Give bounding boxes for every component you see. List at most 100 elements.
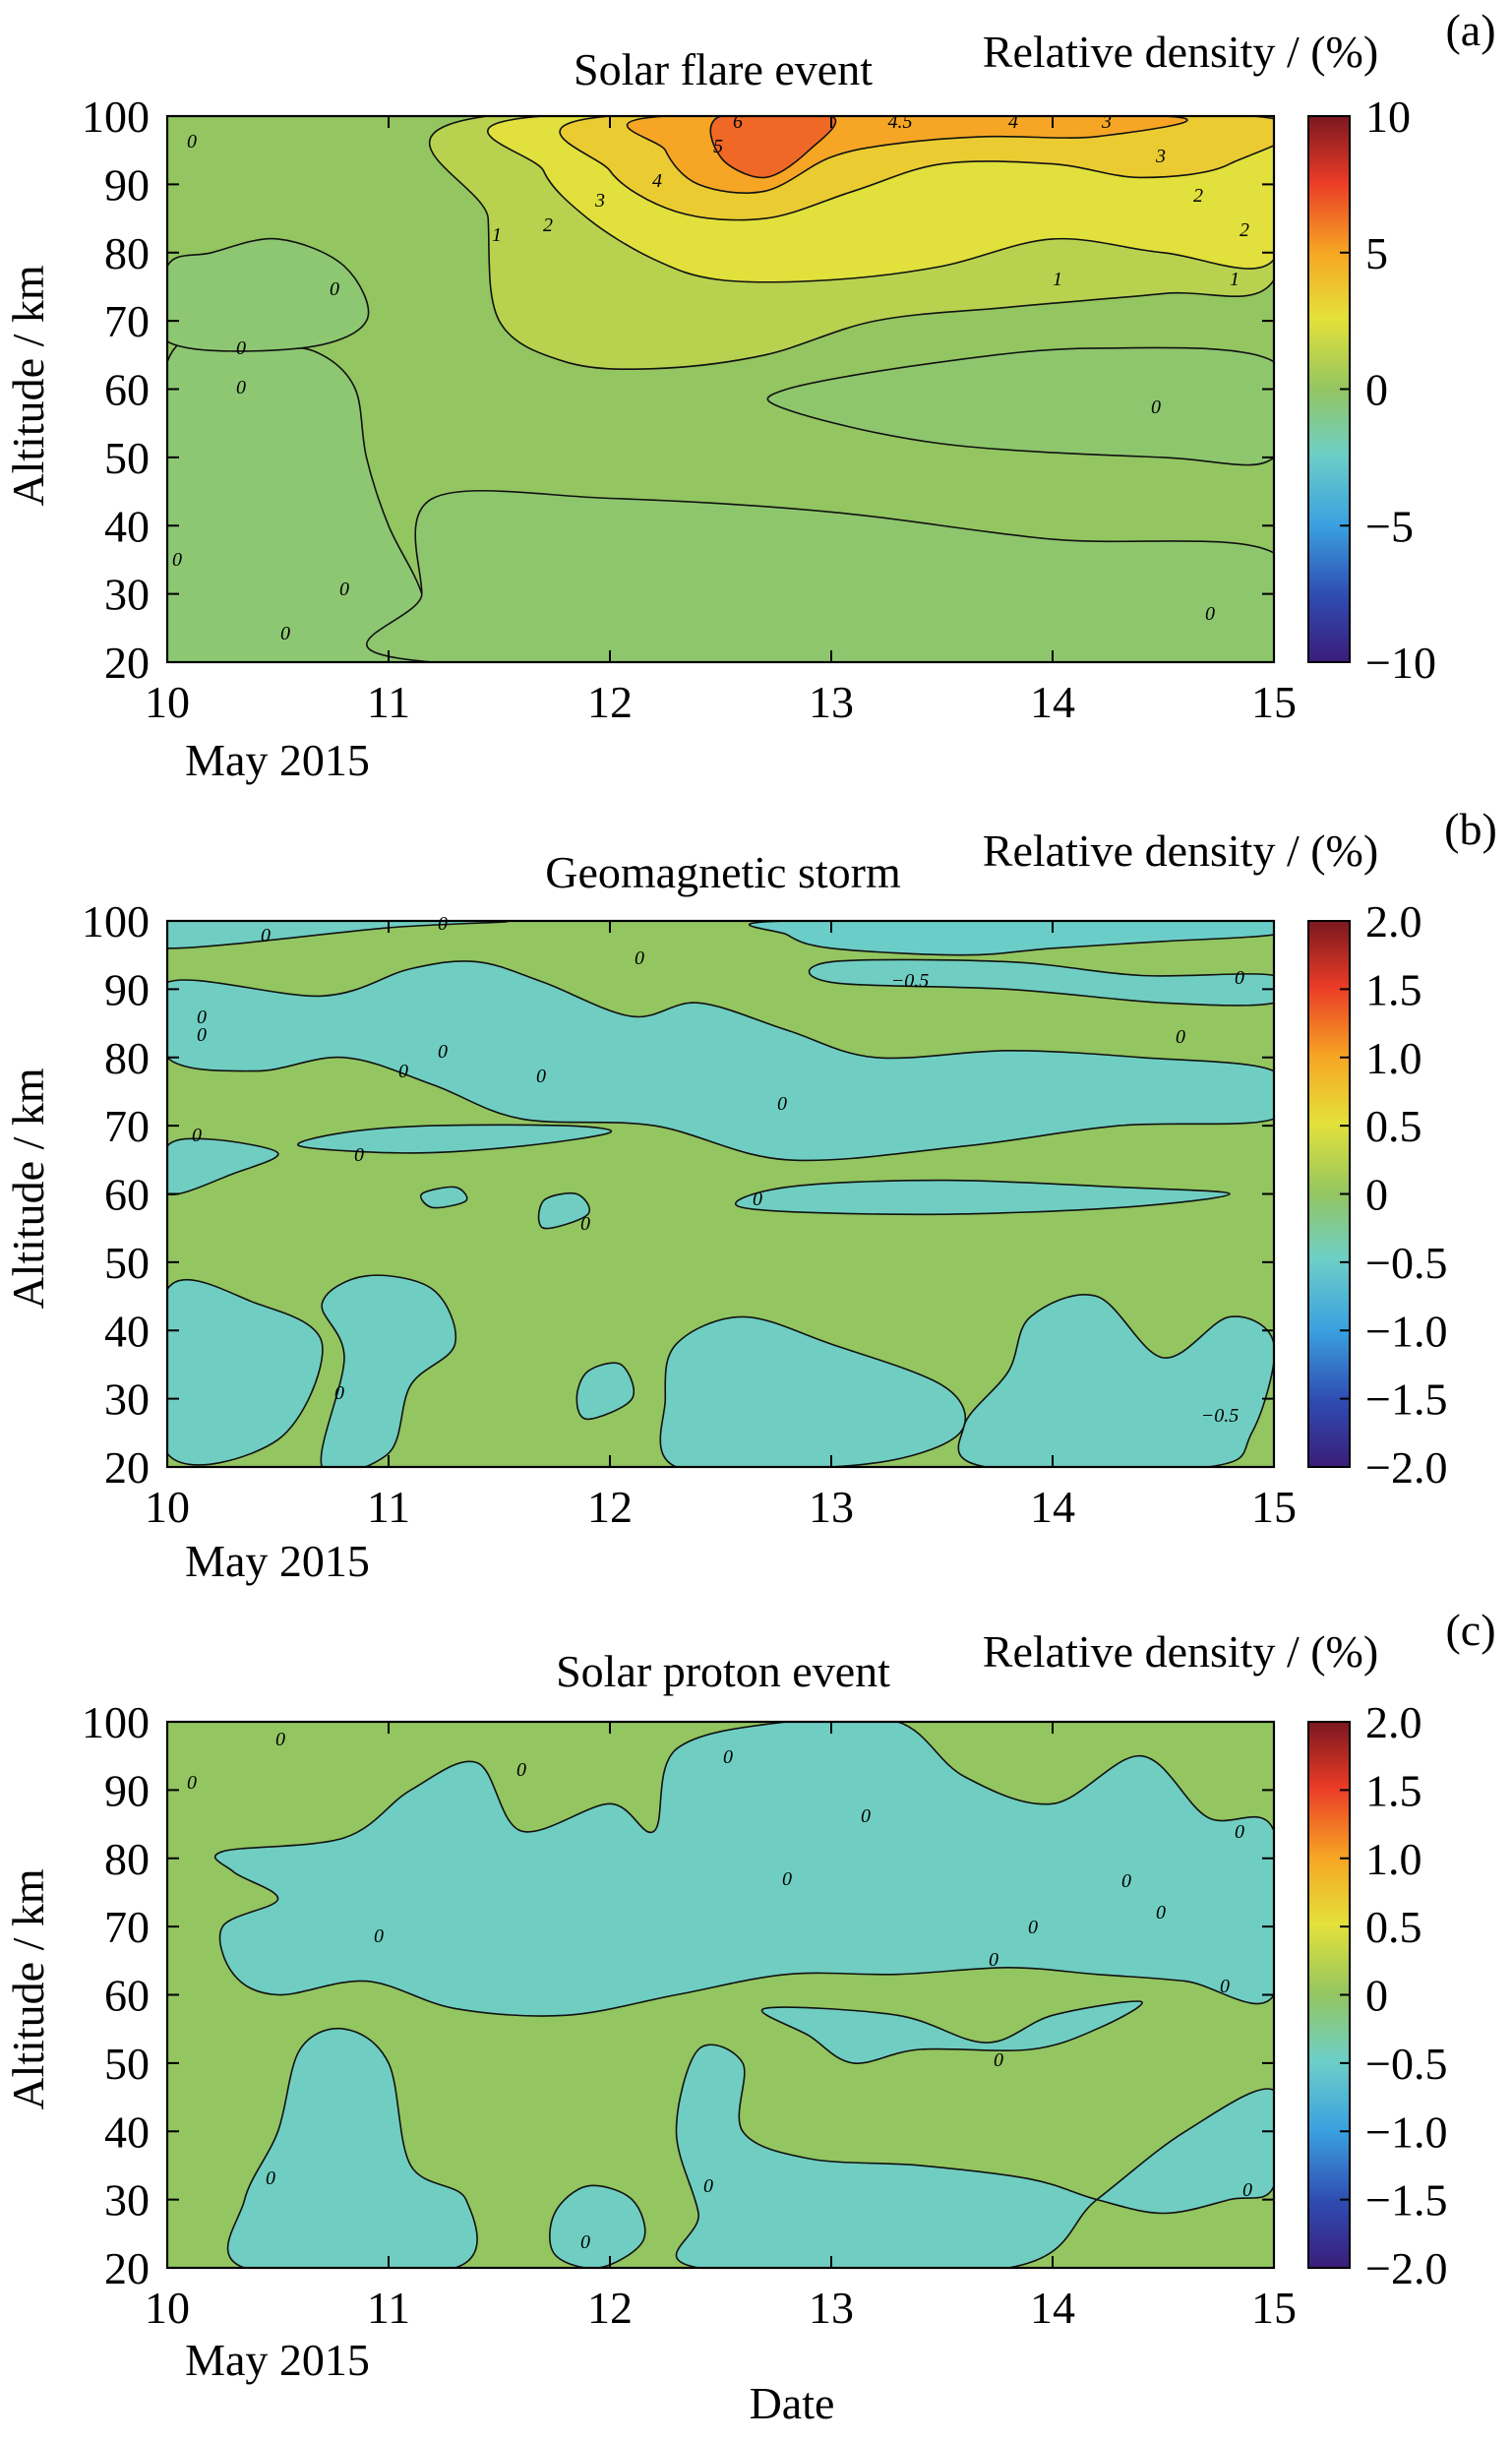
- contour-region: [760, 2000, 1143, 2064]
- colorbar-tick-label: 0.5: [1365, 1902, 1422, 1952]
- panel-c-colorbar-label: Relative density / (%): [983, 1626, 1378, 1677]
- contour-value-label: 0: [1220, 1976, 1230, 1997]
- panel-a: Solar flare event Relative density / (%)…: [3, 5, 1496, 785]
- contour-value-label: 0: [753, 1189, 762, 1210]
- y-tick-label: 20: [104, 1442, 150, 1493]
- colorbar-tick-label: 1.0: [1365, 1834, 1422, 1884]
- x-tick-label: 14: [1030, 1482, 1075, 1532]
- contour-value-label: 6: [733, 111, 743, 133]
- contour-value-label: 0: [187, 1772, 197, 1794]
- contour-value-label: 0: [994, 2049, 1003, 2071]
- contour-region: [735, 1179, 1231, 1216]
- contour-region: [167, 237, 370, 352]
- y-tick-label: 90: [104, 964, 150, 1014]
- x-tick-label: 14: [1030, 2283, 1075, 2333]
- contour-value-label: 1: [1230, 269, 1240, 290]
- y-tick-label: 80: [104, 1834, 150, 1884]
- contour-region: [749, 921, 1274, 956]
- y-tick-label: 30: [104, 570, 150, 620]
- contour-value-label: 0: [1242, 2179, 1252, 2201]
- panel-a-plot-area: [165, 114, 1276, 664]
- colorbar-tick-label: 0: [1365, 1170, 1388, 1220]
- contour-region: [537, 1192, 590, 1230]
- contour-value-label: 0: [1028, 1917, 1038, 1938]
- contour-value-label: 0: [1156, 1902, 1166, 1923]
- x-tick-label: 13: [809, 1482, 854, 1532]
- y-tick-label: 40: [104, 1306, 150, 1356]
- y-tick-label: 40: [104, 501, 150, 551]
- colorbar-tick-label: 1.5: [1365, 1765, 1422, 1815]
- x-tick-label: 11: [367, 1482, 410, 1532]
- x-tick-label: 13: [809, 677, 854, 727]
- contour-region: [213, 1722, 1274, 2017]
- contour-value-label: 4: [652, 170, 662, 192]
- panel-a-x-ticks: 10 11 12 13 14 15: [145, 116, 1297, 727]
- colorbar-tick-label: −2.0: [1365, 1442, 1447, 1493]
- panel-a-title: Solar flare event: [574, 44, 873, 94]
- panel-c-x-axis-label: Date: [750, 2378, 835, 2428]
- panel-b-date-note: May 2015: [185, 1536, 370, 1586]
- panel-b-y-ticks: 100 90 80 70 60 50 40 30 20: [82, 896, 1274, 1493]
- y-tick-label: 40: [104, 2106, 150, 2157]
- x-tick-label: 11: [367, 677, 410, 727]
- contour-value-label: 5: [713, 136, 723, 157]
- y-tick-label: 50: [104, 433, 150, 483]
- contour-value-label: 0: [330, 278, 339, 300]
- contour-value-label: 0: [635, 947, 644, 969]
- y-tick-label: 100: [82, 1697, 150, 1747]
- x-tick-label: 12: [587, 2283, 633, 2333]
- contour-value-label: 0: [172, 549, 182, 571]
- contour-value-label: 0: [197, 1024, 207, 1046]
- contour-region: [226, 2027, 478, 2268]
- y-tick-label: 60: [104, 1971, 150, 2021]
- panel-c-y-ticks: 100 90 80 70 60 50 40 30 20: [82, 1697, 1274, 2293]
- contour-value-label: 0: [1151, 397, 1161, 418]
- contour-value-label: 0: [782, 1868, 792, 1890]
- contour-value-label: 0: [861, 1805, 871, 1827]
- contour-value-label: 4.5: [888, 111, 913, 133]
- y-tick-label: 80: [104, 228, 150, 278]
- panel-c: Solar proton event Relative density / (%…: [3, 1605, 1496, 2428]
- colorbar-tick-label: −0.5: [1365, 2039, 1447, 2089]
- y-tick-label: 20: [104, 638, 150, 688]
- contour-value-label: 0: [777, 1093, 787, 1115]
- panel-a-panel-label: (a): [1445, 5, 1495, 55]
- contour-value-label: 0: [275, 1729, 285, 1750]
- contour-value-label: 2: [1193, 185, 1203, 207]
- colorbar-tick-label: 2.0: [1365, 896, 1422, 946]
- colorbar-tick-label: 2.0: [1365, 1697, 1422, 1747]
- contour-value-label: 0: [266, 2167, 275, 2189]
- colorbar-tick-label: −5: [1365, 501, 1414, 551]
- contour-value-label: 0: [236, 337, 246, 359]
- y-tick-label: 70: [104, 296, 150, 346]
- y-tick-label: 60: [104, 365, 150, 415]
- contour-value-label: 0: [1235, 967, 1244, 989]
- colorbar-tick-label: −1.0: [1365, 1306, 1447, 1356]
- panel-b-colorbar-ticks: 2.0 1.5 1.0 0.5 0 −0.5 −1.0 −1.5 −2.0: [1340, 896, 1447, 1493]
- contour-value-label: 0: [280, 623, 290, 644]
- x-tick-label: 11: [367, 2283, 410, 2333]
- x-tick-label: 12: [587, 1482, 633, 1532]
- y-tick-label: 50: [104, 1238, 150, 1288]
- colorbar-tick-label: −0.5: [1365, 1238, 1447, 1288]
- contour-value-label: 0: [187, 131, 197, 153]
- y-tick-label: 50: [104, 2039, 150, 2089]
- y-tick-label: 70: [104, 1902, 150, 1952]
- colorbar-tick-label: −10: [1365, 638, 1436, 688]
- y-tick-label: 80: [104, 1033, 150, 1083]
- panel-b-y-axis-label: Altitude / km: [3, 1068, 53, 1310]
- panel-b-title: Geomagnetic storm: [545, 847, 901, 897]
- contour-value-label: 0: [398, 1061, 408, 1082]
- y-tick-label: 20: [104, 2243, 150, 2293]
- contour-value-label: 0: [197, 1007, 207, 1028]
- contour-value-label: 0: [1121, 1870, 1131, 1892]
- colorbar-tick-label: −1.5: [1365, 2175, 1447, 2226]
- panel-b-panel-label: (b): [1444, 804, 1497, 854]
- colorbar-tick-label: 0: [1365, 1971, 1388, 2021]
- contour-region: [659, 1315, 967, 1467]
- panel-b-x-ticks: 10 11 12 13 14 15: [145, 921, 1297, 1532]
- panel-b-colorbar-label: Relative density / (%): [983, 825, 1378, 876]
- colorbar-tick-label: 1.5: [1365, 964, 1422, 1014]
